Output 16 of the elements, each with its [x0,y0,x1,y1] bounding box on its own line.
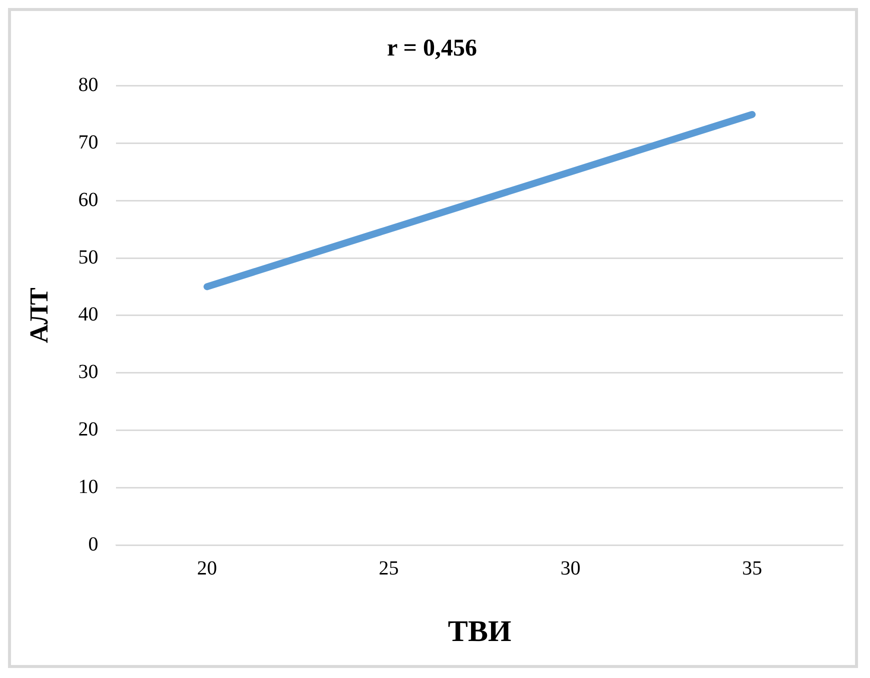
y-tick-label: 60 [78,188,98,211]
y-tick-label: 40 [78,304,98,326]
y-tick-label: 30 [78,361,98,384]
x-tick-label: 30 [560,557,580,580]
y-axis-title: АЛТ [24,288,54,344]
x-tick-label: 20 [197,557,218,580]
y-tick-label: 20 [78,418,98,440]
y-tick-label: 10 [78,476,98,498]
x-tick-label: 35 [742,557,762,580]
x-axis-title: ТВИ [448,614,512,648]
chart-title: r = 0,456 [387,36,477,62]
y-tick-label: 0 [88,533,98,556]
y-tick-label: 50 [78,246,98,268]
y-tick-label: 70 [78,131,98,154]
y-tick-label: 80 [78,74,98,96]
x-tick-label: 25 [378,557,399,580]
